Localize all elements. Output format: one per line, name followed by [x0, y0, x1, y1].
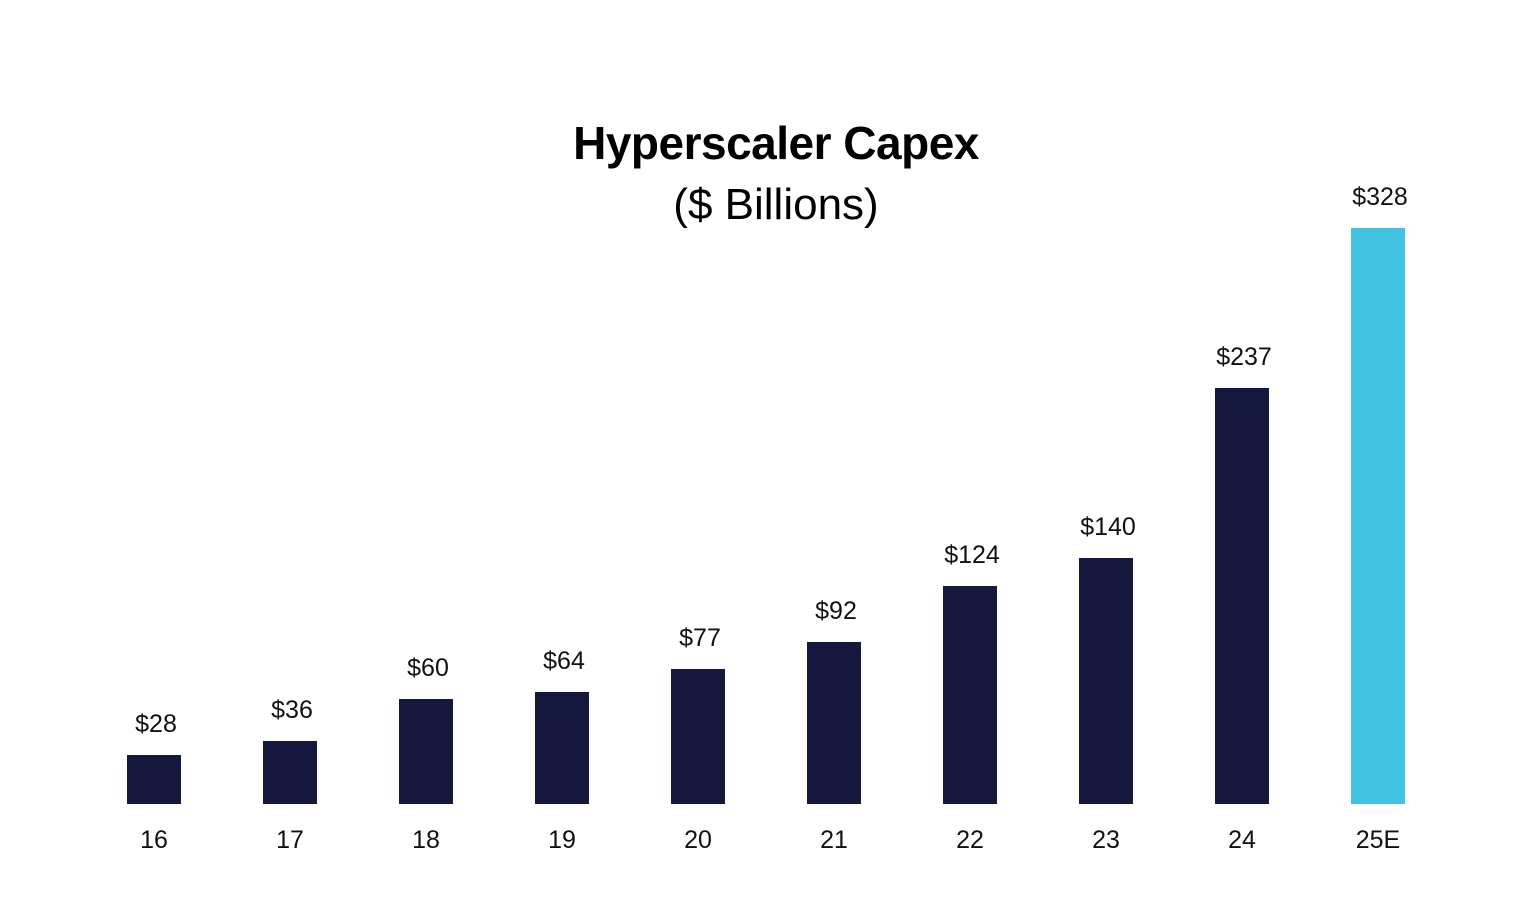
x-tick-label-23: 23: [1092, 826, 1120, 854]
x-tick-label-16: 16: [140, 826, 168, 854]
bar-20: [671, 669, 725, 804]
chart-title: Hyperscaler Capex: [573, 117, 979, 169]
bar-18: [399, 699, 453, 804]
x-tick-label-17: 17: [276, 826, 304, 854]
value-label-18: $60: [407, 654, 449, 682]
value-label-21: $92: [815, 597, 857, 625]
x-tick-label-21: 21: [820, 826, 848, 854]
value-label-17: $36: [271, 696, 313, 724]
x-tick-label-24: 24: [1228, 826, 1256, 854]
bar-16: [127, 755, 181, 804]
bar-22: [943, 586, 997, 804]
x-tick-label-25E: 25E: [1355, 826, 1401, 854]
x-tick-label-20: 20: [684, 826, 712, 854]
bar-25E: [1351, 228, 1405, 804]
value-label-23: $140: [1080, 513, 1136, 541]
x-tick-label-22: 22: [956, 826, 984, 854]
value-label-19: $64: [543, 647, 585, 675]
bar-17: [263, 741, 317, 804]
value-label-25E: $328: [1352, 183, 1408, 211]
bar-23: [1079, 558, 1133, 804]
value-label-24: $237: [1216, 343, 1272, 371]
x-tick-label-19: 19: [548, 826, 576, 854]
value-label-16: $28: [135, 710, 177, 738]
x-tick-label-18: 18: [412, 826, 440, 854]
bar-19: [535, 692, 589, 804]
bar-24: [1215, 388, 1269, 804]
value-label-22: $124: [944, 541, 1000, 569]
value-label-20: $77: [679, 624, 721, 652]
chart-subtitle: ($ Billions): [673, 180, 879, 229]
bar-21: [807, 642, 861, 804]
